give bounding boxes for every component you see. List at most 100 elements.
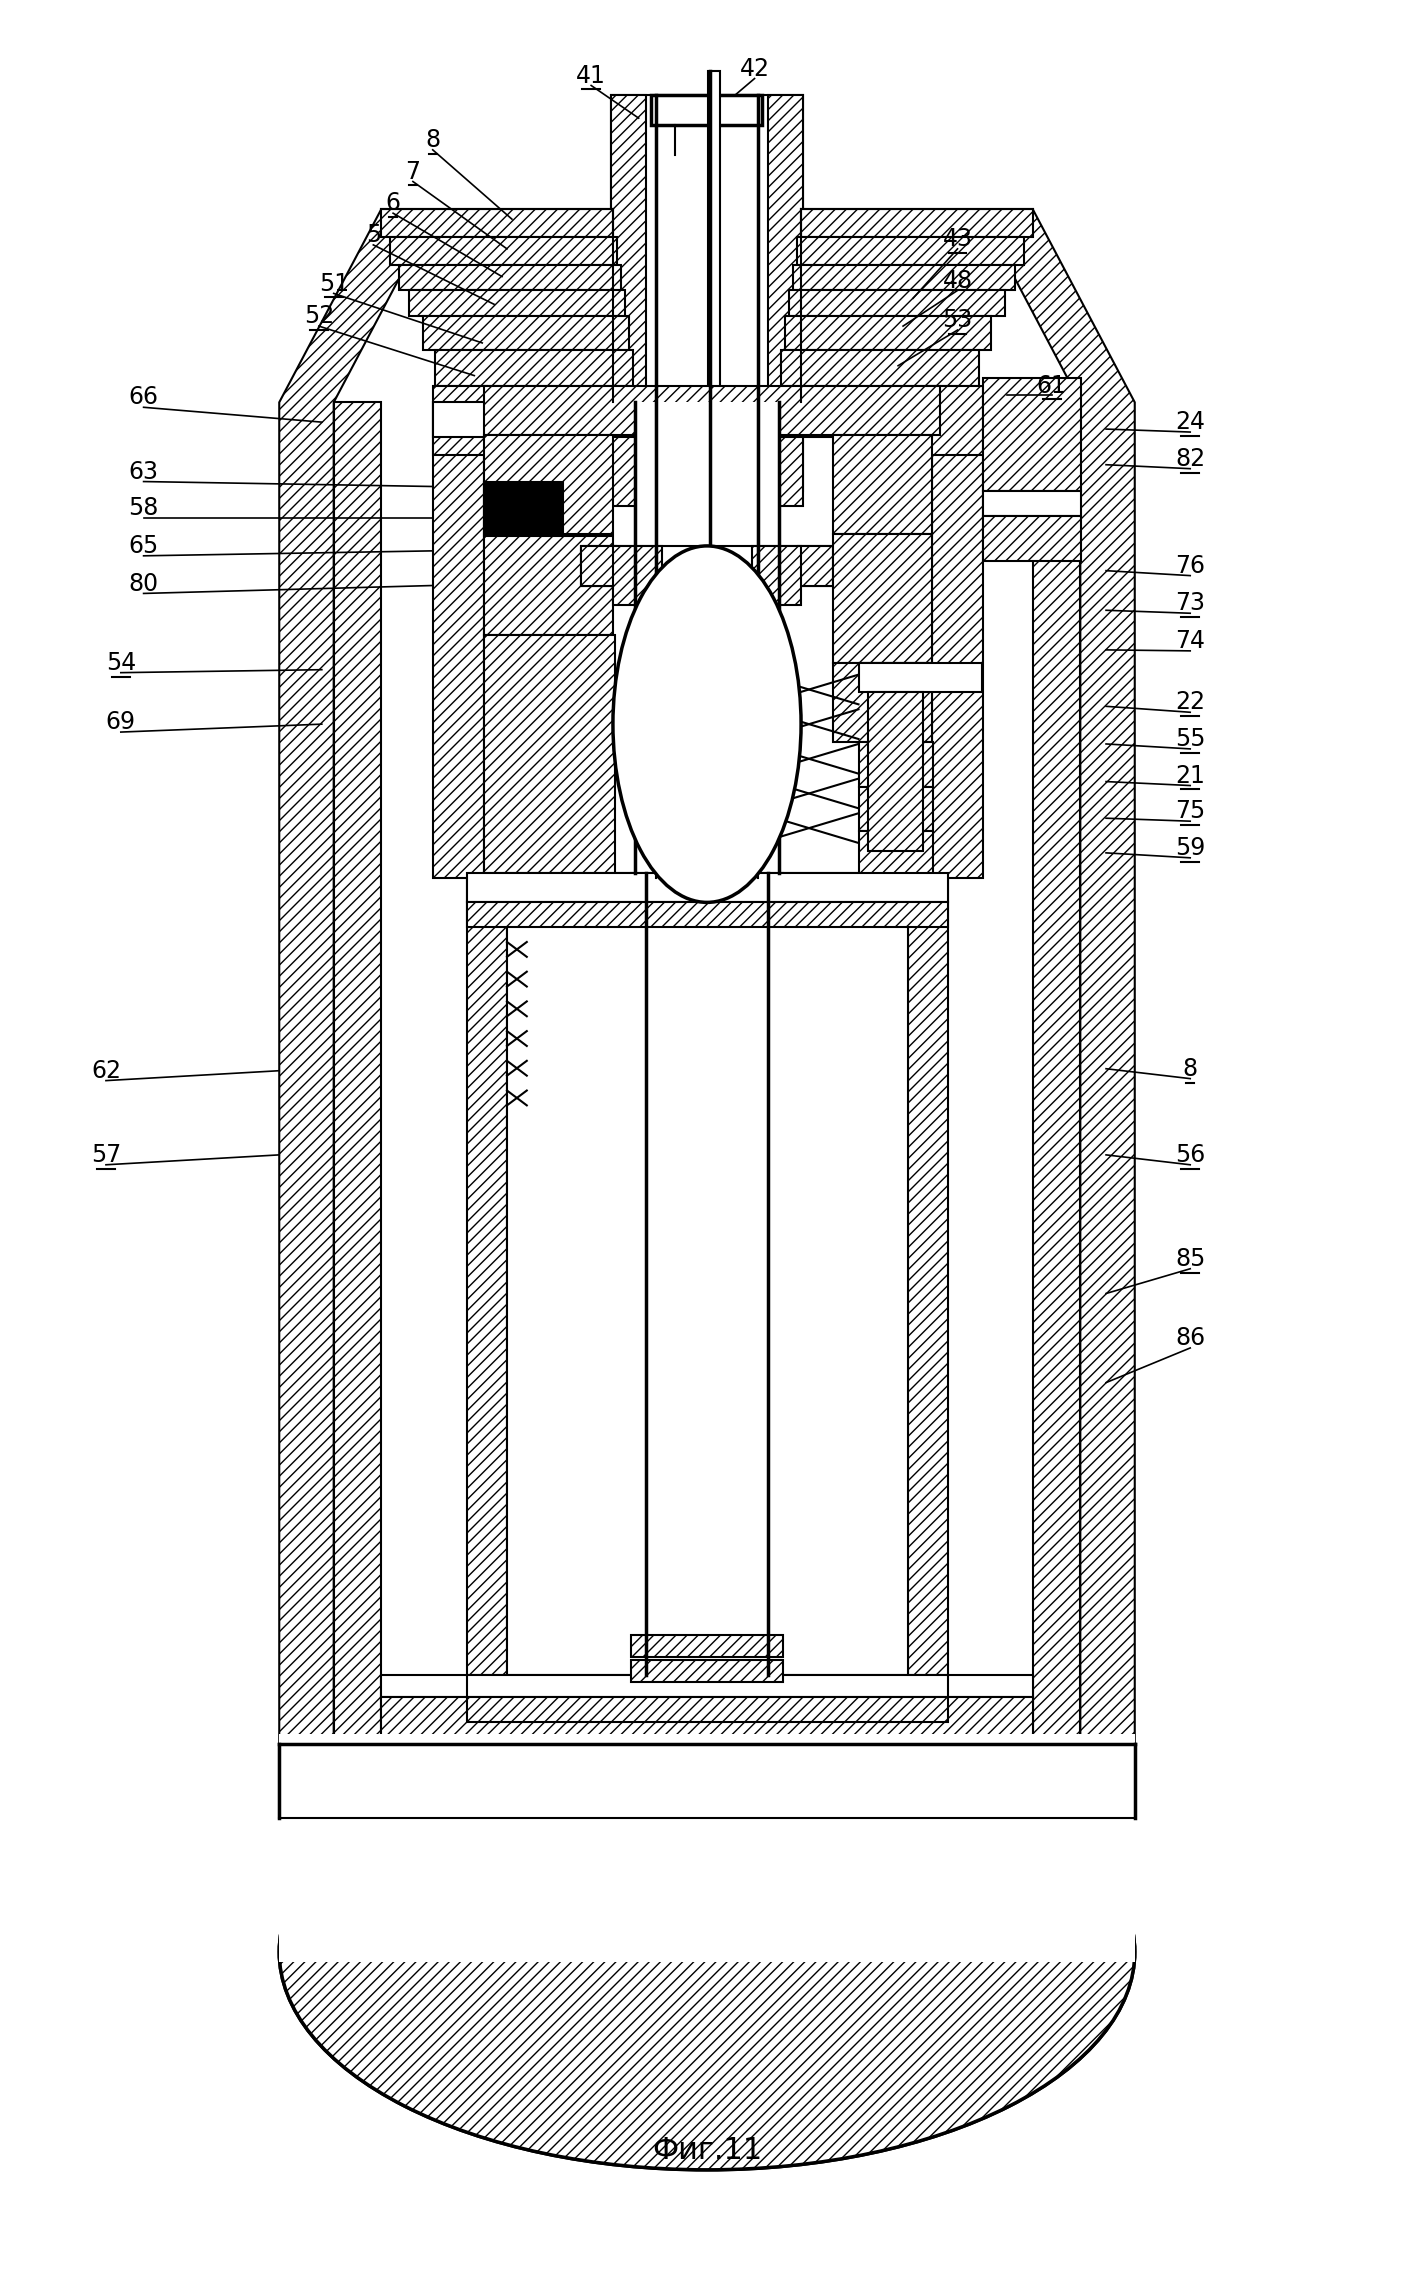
Bar	[833, 663, 931, 743]
Text: 80: 80	[129, 571, 158, 596]
Text: 86: 86	[1174, 1325, 1206, 1350]
Bar	[859, 786, 932, 832]
Bar	[751, 546, 801, 606]
Bar	[708, 71, 720, 567]
Bar	[631, 1659, 784, 1682]
Ellipse shape	[279, 1734, 1135, 2171]
Bar	[1033, 402, 1080, 1743]
Bar	[635, 402, 780, 873]
Bar	[785, 315, 990, 350]
Text: 7: 7	[406, 160, 420, 183]
Text: 58: 58	[129, 496, 158, 521]
Text: 65: 65	[129, 535, 158, 558]
Bar	[869, 692, 923, 850]
Text: 69: 69	[106, 711, 136, 733]
Bar	[467, 873, 948, 903]
Bar	[467, 1695, 948, 1723]
Bar	[409, 290, 625, 315]
Bar	[833, 434, 931, 535]
Bar	[613, 546, 662, 606]
Text: 75: 75	[1174, 800, 1206, 823]
Text: 76: 76	[1176, 553, 1206, 578]
Bar	[484, 537, 613, 635]
Text: 63: 63	[129, 459, 158, 484]
Bar	[334, 402, 381, 1743]
Text: 48: 48	[942, 270, 972, 292]
Bar	[484, 482, 563, 537]
Bar	[467, 903, 948, 928]
Bar	[859, 832, 932, 875]
Polygon shape	[279, 210, 436, 1743]
Text: 62: 62	[91, 1058, 120, 1083]
Text: 43: 43	[942, 226, 972, 251]
Bar	[423, 315, 628, 350]
Text: 52: 52	[304, 304, 334, 329]
Text: 51: 51	[318, 272, 348, 295]
Bar	[467, 873, 507, 1675]
Bar	[484, 386, 940, 434]
Bar	[651, 96, 763, 126]
Bar	[582, 546, 616, 585]
Text: 56: 56	[1174, 1142, 1206, 1168]
Bar	[279, 1734, 1135, 1963]
Bar	[781, 350, 979, 386]
Bar	[433, 402, 484, 877]
Text: 41: 41	[576, 64, 606, 87]
Bar	[859, 743, 932, 786]
Text: 85: 85	[1174, 1248, 1206, 1270]
Bar	[611, 96, 804, 491]
Bar	[391, 238, 617, 265]
Polygon shape	[978, 210, 1135, 1743]
Text: 59: 59	[1174, 836, 1206, 859]
Bar	[794, 265, 1015, 290]
Bar	[908, 873, 948, 1675]
Text: 21: 21	[1176, 763, 1206, 788]
Text: 74: 74	[1176, 628, 1206, 654]
Bar	[859, 663, 982, 692]
Bar	[381, 210, 613, 238]
Bar	[983, 491, 1081, 516]
Text: 54: 54	[106, 651, 136, 674]
Bar	[631, 1636, 784, 1657]
Text: 8: 8	[424, 128, 440, 151]
Text: 53: 53	[942, 308, 972, 331]
Text: 57: 57	[91, 1142, 122, 1168]
Bar	[790, 290, 1005, 315]
Text: 66: 66	[129, 386, 158, 409]
Bar	[833, 535, 931, 663]
Text: 6: 6	[386, 192, 400, 215]
Bar	[381, 1695, 1033, 1743]
Bar	[434, 350, 633, 386]
Bar	[433, 402, 931, 436]
Bar	[983, 377, 1081, 491]
Bar	[631, 873, 784, 893]
Bar	[334, 1743, 1080, 1771]
Bar	[507, 873, 908, 1675]
Bar	[582, 546, 833, 585]
Bar	[631, 903, 784, 923]
Bar	[611, 96, 645, 507]
Text: 73: 73	[1176, 592, 1206, 615]
Bar	[484, 434, 613, 535]
Text: 22: 22	[1176, 690, 1206, 715]
Bar	[801, 210, 1033, 238]
Text: 24: 24	[1176, 409, 1206, 434]
Bar	[279, 1743, 1135, 1819]
Bar	[484, 635, 616, 873]
Text: 5: 5	[365, 224, 381, 247]
Bar	[467, 1675, 948, 1695]
Text: 8: 8	[1183, 1056, 1197, 1081]
Bar	[798, 546, 833, 585]
Bar	[983, 516, 1081, 560]
Bar	[645, 873, 768, 1675]
Text: 82: 82	[1174, 448, 1206, 471]
Bar	[768, 96, 804, 507]
Ellipse shape	[613, 546, 801, 903]
Bar	[928, 386, 983, 455]
Bar	[399, 265, 621, 290]
Bar	[433, 386, 487, 455]
Ellipse shape	[279, 1734, 1135, 2171]
Bar	[381, 1675, 1033, 1695]
Bar	[931, 402, 983, 877]
Bar	[797, 238, 1024, 265]
